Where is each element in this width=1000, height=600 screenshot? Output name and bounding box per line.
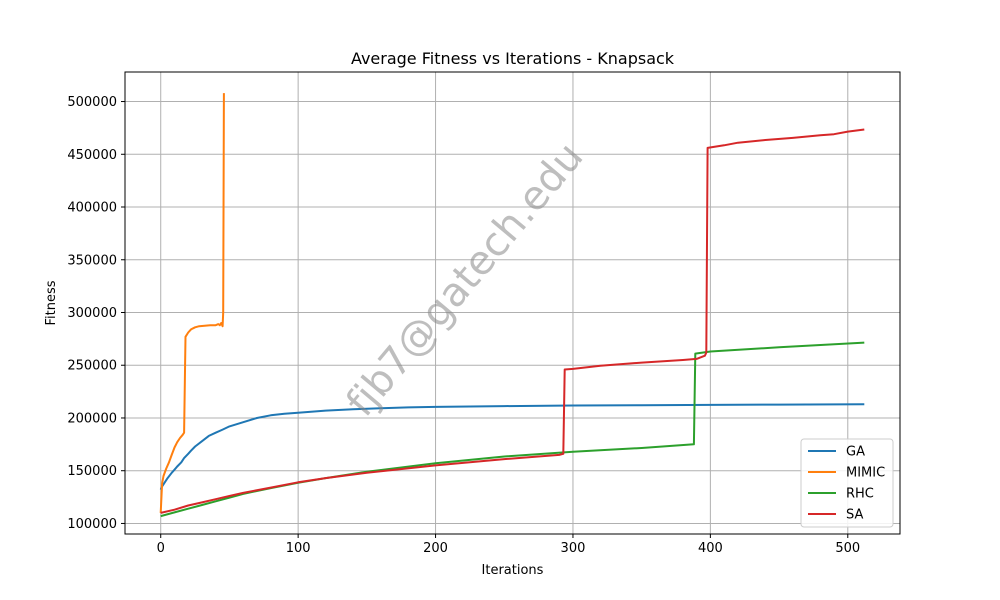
legend-label-ga: GA [846, 445, 865, 460]
y-tick-label: 200000 [67, 411, 117, 426]
x-tick-label: 500 [835, 541, 860, 556]
series-line-sa [160, 128, 865, 514]
x-tick-label: 100 [286, 541, 311, 556]
legend-label-sa: SA [846, 508, 863, 523]
x-tick-label: 200 [423, 541, 448, 556]
y-tick-label: 250000 [67, 359, 117, 374]
x-axis-label: Iterations [482, 563, 544, 578]
y-tick-label: 150000 [67, 464, 117, 479]
x-tick-label: 400 [698, 541, 723, 556]
y-tick-label: 450000 [67, 148, 117, 163]
y-tick-label: 500000 [67, 95, 117, 110]
legend-label-mimic: MIMIC [846, 466, 885, 481]
ticks: 0 100 200 300 400 500 100000 150000 200000 250000… [67, 95, 860, 556]
plot-frame [124, 71, 901, 535]
legend: GA MIMIC RHC SA [800, 438, 894, 528]
x-tick-label: 0 [157, 541, 165, 556]
y-tick-label: 400000 [67, 201, 117, 216]
series-line-mimic [159, 93, 225, 513]
y-tick-label: 350000 [67, 253, 117, 268]
legend-frame [800, 438, 894, 528]
y-tick-label: 300000 [67, 306, 117, 321]
y-tick-label: 100000 [67, 517, 117, 532]
legend-label-rhc: RHC [846, 487, 874, 502]
y-axis-label: Fitness [44, 280, 59, 325]
chart-title: Average Fitness vs Iterations - Knapsack [351, 49, 675, 68]
series-layer [159, 93, 865, 518]
x-tick-label: 300 [561, 541, 586, 556]
series-line-ga [159, 403, 865, 491]
